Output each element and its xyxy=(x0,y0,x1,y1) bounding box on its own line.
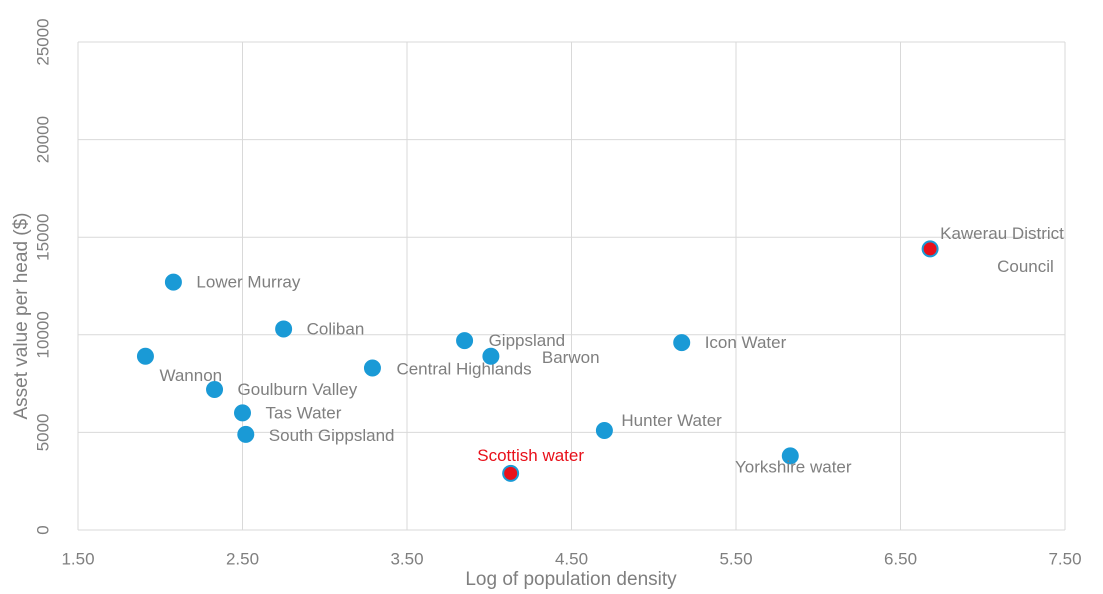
y-axis-title: Asset value per head ($) xyxy=(11,212,32,419)
point-label: Kawerau District Council xyxy=(940,224,1068,276)
y-tick-label: 20000 xyxy=(33,116,52,163)
point-label: Goulburn Valley xyxy=(238,380,358,399)
data-point xyxy=(164,273,182,291)
data-point xyxy=(456,332,474,350)
data-point xyxy=(673,334,691,352)
point-label: Wannon xyxy=(159,366,222,385)
x-tick-label: 3.50 xyxy=(390,549,423,568)
x-tick-label: 1.50 xyxy=(61,549,94,568)
data-point xyxy=(206,380,224,398)
point-label: Scottish water xyxy=(477,446,584,465)
point-label: Lower Murray xyxy=(196,273,300,292)
data-point xyxy=(595,421,613,439)
label-line: Kawerau District xyxy=(940,224,1068,243)
y-tick-label: 10000 xyxy=(33,311,52,358)
point-label: Tas Water xyxy=(266,403,342,422)
x-tick-label: 6.50 xyxy=(884,549,917,568)
point-label: Icon Water xyxy=(705,333,787,352)
point-label: Yorkshire water xyxy=(735,457,852,476)
x-tick-label: 5.50 xyxy=(719,549,752,568)
point-label: Central Highlands xyxy=(396,359,531,378)
x-axis-title: Log of population density xyxy=(465,569,677,590)
data-point xyxy=(921,240,939,258)
data-point xyxy=(234,404,251,422)
data-point xyxy=(363,359,381,377)
point-label: Barwon xyxy=(542,348,600,367)
data-point xyxy=(275,320,293,338)
y-tick-label: 5000 xyxy=(33,413,52,451)
point-label: Gippsland xyxy=(489,331,566,350)
x-tick-label: 7.50 xyxy=(1048,549,1081,568)
label-line: Council xyxy=(997,257,1054,276)
data-point xyxy=(502,464,520,482)
x-tick-label: 4.50 xyxy=(555,549,588,568)
point-label: Hunter Water xyxy=(621,411,722,430)
point-label: Coliban xyxy=(307,319,365,338)
point-label: South Gippsland xyxy=(269,426,395,445)
data-point xyxy=(781,447,799,465)
x-tick-label: 2.50 xyxy=(226,549,259,568)
data-point xyxy=(136,347,154,365)
data-point xyxy=(237,425,255,443)
y-tick-label: 25000 xyxy=(33,18,52,65)
y-tick-label: 0 xyxy=(33,525,52,534)
y-tick-label: 15000 xyxy=(33,214,52,261)
data-point xyxy=(482,347,500,365)
